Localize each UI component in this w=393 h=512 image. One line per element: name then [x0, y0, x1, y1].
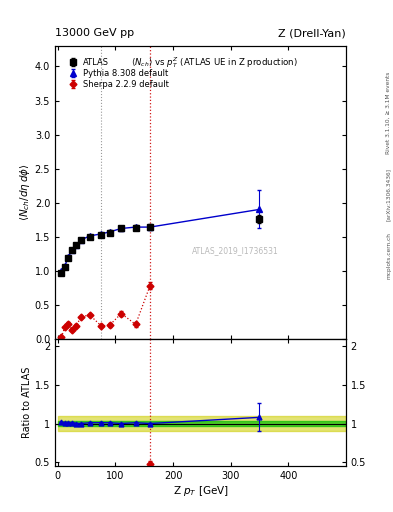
X-axis label: Z $p_T$ [GeV]: Z $p_T$ [GeV]: [173, 483, 228, 498]
Text: mcplots.cern.ch: mcplots.cern.ch: [386, 232, 391, 280]
Text: 13000 GeV pp: 13000 GeV pp: [55, 28, 134, 38]
Text: [arXiv:1306.3436]: [arXiv:1306.3436]: [386, 168, 391, 221]
Y-axis label: Ratio to ATLAS: Ratio to ATLAS: [22, 367, 32, 438]
Y-axis label: $\langle N_{ch}/d\eta\, d\phi\rangle$: $\langle N_{ch}/d\eta\, d\phi\rangle$: [18, 164, 32, 221]
Text: Rivet 3.1.10, ≥ 3.1M events: Rivet 3.1.10, ≥ 3.1M events: [386, 72, 391, 154]
Text: Z (Drell-Yan): Z (Drell-Yan): [278, 28, 346, 38]
Legend: ATLAS, Pythia 8.308 default, Sherpa 2.2.9 default: ATLAS, Pythia 8.308 default, Sherpa 2.2.…: [65, 56, 170, 91]
Text: ATLAS_2019_I1736531: ATLAS_2019_I1736531: [192, 246, 279, 255]
Text: $\langle N_{ch}\rangle$ vs $p_T^Z$ (ATLAS UE in Z production): $\langle N_{ch}\rangle$ vs $p_T^Z$ (ATLA…: [132, 55, 298, 70]
